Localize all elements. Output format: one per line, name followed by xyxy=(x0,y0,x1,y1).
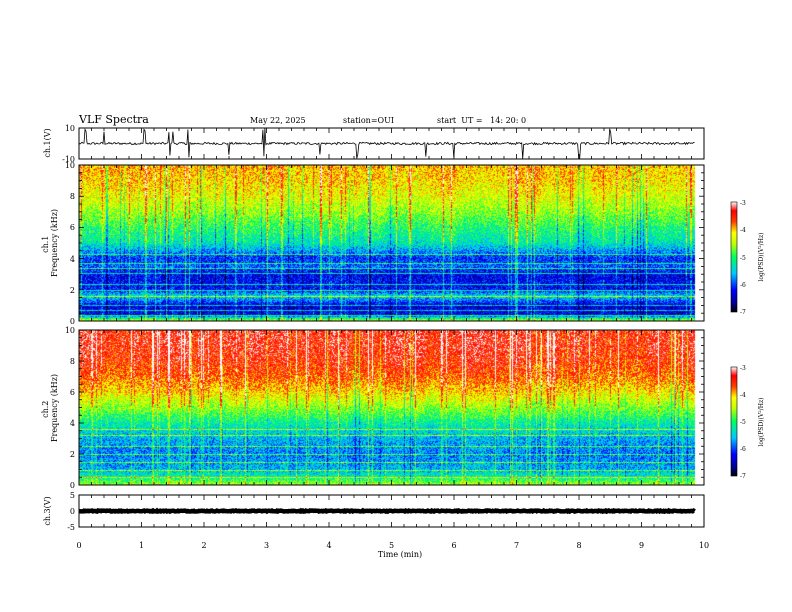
station-label: station=OUI xyxy=(343,116,394,125)
ch1-ytick-2: 2 xyxy=(70,286,75,295)
ch1-spectrogram-yticks: 0 2 4 6 8 10 xyxy=(65,161,75,326)
ch2-ytick-10: 10 xyxy=(65,326,75,335)
ch3-waveform-panel: 5 0 -5 ch.3(V) xyxy=(43,491,705,532)
x-tick-label: 3 xyxy=(264,541,269,550)
ch1-waveform-ylabel: ch.1(V) xyxy=(43,128,52,157)
ch2-spectrogram-ylabel: ch.2 Frequency (kHz) xyxy=(41,374,59,442)
ch2-spectrogram-image xyxy=(79,330,704,485)
ch2-ytick-0: 0 xyxy=(70,481,75,490)
x-tick-labels: 0 1 2 3 4 5 6 7 8 9 10 xyxy=(76,541,709,550)
ch1-spectrogram-panel: 0 2 4 6 8 10 ch.1 Frequency (kHz) -3 -4 … xyxy=(41,161,765,326)
ch3-ytick-bottom: -5 xyxy=(67,523,75,532)
x-tick-label: 4 xyxy=(326,541,331,550)
x-tick-label: 8 xyxy=(576,541,581,550)
ch1-ytick-bottom: -10 xyxy=(62,155,75,164)
ch1-spectrogram-image xyxy=(79,165,704,321)
ch2-ytick-6: 6 xyxy=(70,388,75,397)
ch2-colorbar xyxy=(730,366,738,477)
ch1-cbar-tick-m3: -3 xyxy=(740,200,746,207)
x-tick-label: 10 xyxy=(699,541,709,550)
ch2-ylabel-line2: Frequency (kHz) xyxy=(50,374,59,442)
start-time-label: start UT = 14: 20: 0 xyxy=(437,116,526,125)
ch2-colorbar-label: log(PSD)(V2/Hz) xyxy=(757,398,765,447)
ch1-ytick-0: 0 xyxy=(70,317,75,326)
ch2-cbar-tick-m4: -4 xyxy=(740,392,746,399)
x-axis-label: Time (min) xyxy=(378,550,422,559)
ch1-ytick-6: 6 xyxy=(70,223,75,232)
ch1-cbar-tick-m6: -6 xyxy=(740,282,746,289)
figure-title: VLF Spectra xyxy=(78,113,149,126)
ch3-waveform-trace xyxy=(78,507,696,515)
ch1-cbar-tick-m5: -5 xyxy=(740,255,746,262)
ch1-spectrogram-ylabel: ch.1 Frequency (kHz) xyxy=(41,209,59,277)
ch2-cbar-tick-m7: -7 xyxy=(740,473,746,480)
x-tick-label: 5 xyxy=(389,541,394,550)
ch2-ytick-8: 8 xyxy=(70,357,75,366)
x-tick-label: 9 xyxy=(639,541,644,550)
ch1-cbar-tick-m7: -7 xyxy=(740,309,746,316)
ch1-colorbar-label: log(PSD)(V2/Hz) xyxy=(757,233,765,282)
x-tick-label: 6 xyxy=(451,541,456,550)
axis-ticks xyxy=(78,128,705,527)
date-label: May 22, 2025 xyxy=(250,116,306,125)
ch2-ytick-2: 2 xyxy=(70,450,75,459)
ch2-ylabel-line1: ch.2 xyxy=(41,401,50,418)
x-tick-label: 0 xyxy=(76,541,81,550)
ch3-ytick-top: 5 xyxy=(70,491,75,500)
x-tick-label: 7 xyxy=(514,541,519,550)
ch2-spectrogram-panel: 0 2 4 6 8 10 ch.2 Frequency (kHz) -3 -4 … xyxy=(41,326,765,490)
ch2-cbar-tick-m6: -6 xyxy=(740,446,746,453)
x-tick-label: 1 xyxy=(139,541,144,550)
ch1-ytick-top: 10 xyxy=(65,124,75,133)
ch1-waveform-trace xyxy=(78,128,695,159)
x-tick-label: 2 xyxy=(201,541,206,550)
ch2-cbar-tick-m3: -3 xyxy=(740,365,746,372)
ch2-spectrogram-yticks: 0 2 4 6 8 10 xyxy=(65,326,75,490)
ch2-ytick-4: 4 xyxy=(70,419,75,428)
ch1-ytick-4: 4 xyxy=(70,255,75,264)
ch1-waveform-panel: 10 -10 ch.1(V) xyxy=(43,124,705,164)
ch1-ytick-10: 10 xyxy=(65,161,75,170)
ch2-cbar-tick-m5: -5 xyxy=(740,419,746,426)
ch1-colorbar xyxy=(730,201,738,313)
ch1-ytick-8: 8 xyxy=(70,192,75,201)
ch1-ylabel-line1: ch.1 xyxy=(41,236,50,253)
ch1-cbar-tick-m4: -4 xyxy=(740,227,746,234)
ch1-ylabel-line2: Frequency (kHz) xyxy=(50,209,59,277)
ch3-ytick-mid: 0 xyxy=(70,507,75,516)
ch3-waveform-ylabel: ch.3(V) xyxy=(43,496,52,525)
